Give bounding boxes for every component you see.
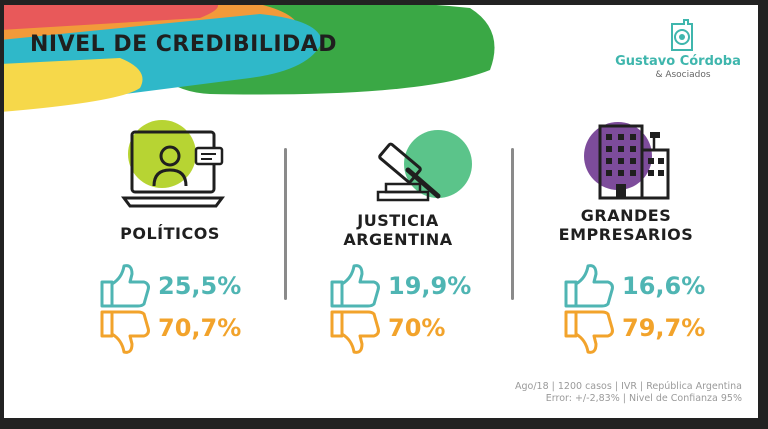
thumbs-up-icon — [564, 264, 614, 308]
decorative-brush-strokes — [0, 0, 495, 112]
logo-subtitle: & Asociados — [655, 70, 711, 80]
logo-mark-icon — [671, 19, 693, 51]
thumbs-down-icon — [330, 310, 380, 354]
buildings-icon — [584, 122, 670, 200]
category-label-line: GRANDES — [580, 206, 672, 225]
frame-edge — [0, 0, 768, 5]
column-divider — [284, 148, 287, 300]
footnote: Ago/18 | 1200 casos | IVR | República Ar… — [470, 381, 742, 405]
frame-edge — [758, 0, 768, 429]
laptop-videocall-icon — [121, 120, 225, 208]
page-title: NIVEL DE CREDIBILIDAD — [30, 32, 338, 57]
thumbs-down-icon — [564, 310, 614, 354]
frame-edge — [0, 418, 768, 429]
positive-value: 19,9% — [388, 272, 472, 300]
thumbs-up-icon — [100, 264, 150, 308]
footnote-line: Ago/18 | 1200 casos | IVR | República Ar… — [515, 381, 742, 392]
thumbs-up-icon — [330, 264, 380, 308]
positive-value: 25,5% — [158, 272, 242, 300]
category-label-empresarios: GRANDES EMPRESARIOS — [546, 206, 706, 244]
negative-value: 70% — [388, 314, 446, 342]
category-label-politicos: POLÍTICOS — [90, 224, 250, 243]
category-label-line: ARGENTINA — [343, 230, 453, 249]
company-logo: Gustavo Córdoba & Asociados — [608, 18, 748, 82]
logo-name: Gustavo Córdoba — [615, 54, 741, 69]
column-divider — [511, 148, 514, 300]
negative-value: 79,7% — [622, 314, 706, 342]
footnote-line: Error: +/-2,83% | Nivel de Confianza 95% — [545, 393, 742, 404]
positive-value: 16,6% — [622, 272, 706, 300]
category-label-line: JUSTICIA — [357, 211, 439, 230]
category-label-line: POLÍTICOS — [120, 224, 220, 243]
frame-edge — [0, 0, 4, 429]
thumbs-down-icon — [100, 310, 150, 354]
gavel-icon — [376, 130, 472, 202]
negative-value: 70,7% — [158, 314, 242, 342]
category-label-justicia: JUSTICIA ARGENTINA — [318, 211, 478, 249]
category-label-line: EMPRESARIOS — [558, 225, 694, 244]
